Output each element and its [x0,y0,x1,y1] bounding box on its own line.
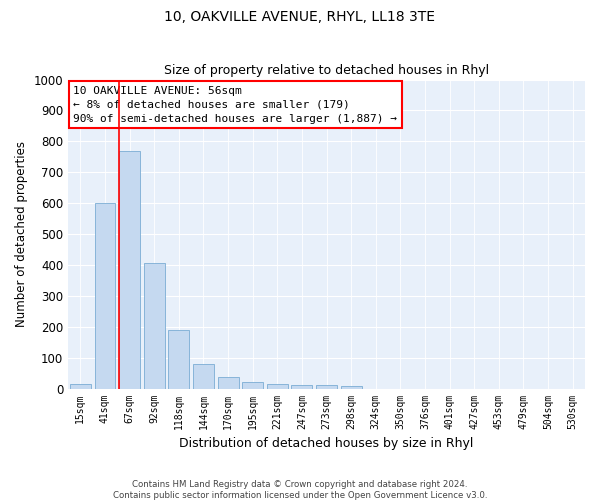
Bar [95,203,115,388]
Y-axis label: Number of detached properties: Number of detached properties [15,141,28,327]
Text: 10, OAKVILLE AVENUE, RHYL, LL18 3TE: 10, OAKVILLE AVENUE, RHYL, LL18 3TE [164,10,436,24]
X-axis label: Distribution of detached houses by size in Rhyl: Distribution of detached houses by size … [179,437,474,450]
Bar [144,264,164,388]
Bar [267,384,288,388]
Bar [218,377,239,388]
Bar [242,382,263,388]
Bar [119,150,140,388]
Bar [169,330,189,388]
Bar [341,386,362,388]
Text: Contains HM Land Registry data © Crown copyright and database right 2024.
Contai: Contains HM Land Registry data © Crown c… [113,480,487,500]
Bar [316,385,337,388]
Title: Size of property relative to detached houses in Rhyl: Size of property relative to detached ho… [164,64,489,77]
Bar [193,364,214,388]
Bar [70,384,91,388]
Bar [292,385,313,388]
Text: 10 OAKVILLE AVENUE: 56sqm
← 8% of detached houses are smaller (179)
90% of semi-: 10 OAKVILLE AVENUE: 56sqm ← 8% of detach… [73,86,397,124]
